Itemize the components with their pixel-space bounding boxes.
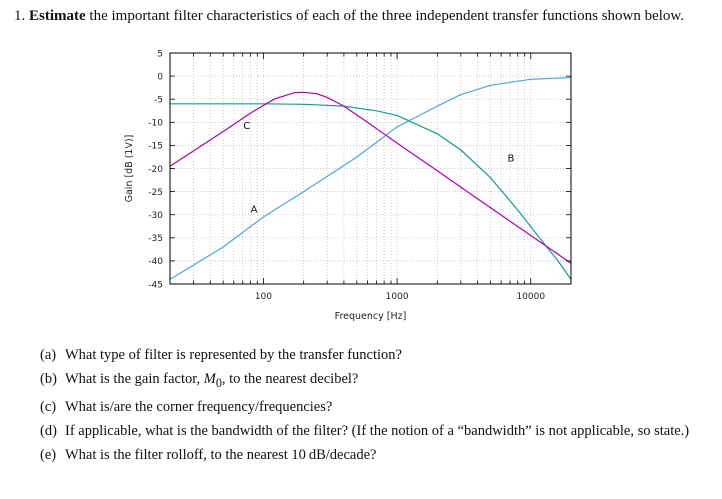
question-text: What is/are the corner frequency/frequen… — [65, 398, 333, 415]
y-tick-label: -10 — [148, 119, 163, 129]
y-axis-label: Gain [dB (1V)] — [124, 135, 135, 203]
series-C-label: C — [243, 121, 250, 132]
x-tick-label: 100 — [255, 292, 272, 302]
question-text: If applicable, what is the bandwidth of … — [65, 422, 690, 439]
question-b: (b) What is the gain factor, M0, to the … — [40, 370, 716, 392]
x-tick-label: 1000 — [386, 292, 409, 302]
question-text-post: , to the nearest decibel? — [221, 371, 359, 387]
problem-lead: Estimate — [29, 8, 86, 24]
y-tick-label: 0 — [157, 72, 163, 82]
y-tick-label: -15 — [148, 142, 163, 152]
y-tick-label: -30 — [148, 211, 163, 221]
question-label: (e) — [40, 446, 57, 463]
y-tick-label: -20 — [148, 165, 163, 175]
series-layer: A B C — [169, 76, 572, 280]
y-tick-label: -25 — [148, 188, 163, 198]
x-tick-label: 10000 — [516, 292, 545, 302]
y-tick-label: -35 — [148, 234, 163, 244]
question-label: (a) — [40, 347, 57, 363]
question-e: (e) What is the filter rolloff, to the n… — [40, 446, 716, 464]
series-B-label: B — [507, 154, 514, 165]
question-text-pre: What is the gain factor, — [65, 371, 204, 387]
question-c: (c) What is/are the corner frequency/fre… — [40, 398, 716, 416]
y-tick-label: -40 — [148, 257, 163, 267]
problem-number: 1. — [14, 8, 26, 24]
question-label: (d) — [40, 422, 57, 439]
question-label: (c) — [40, 398, 57, 415]
grid — [169, 53, 572, 284]
x-axis-label: Frequency [Hz] — [335, 311, 407, 322]
question-list: (a) What type of filter is represented b… — [40, 346, 716, 470]
ticks — [169, 52, 572, 285]
question-d: (d) If applicable, what is the bandwidth… — [40, 422, 716, 440]
series-C-line — [169, 91, 572, 264]
y-tick-label: 5 — [157, 49, 163, 59]
series-A-line — [169, 76, 572, 280]
series-A-label: A — [251, 204, 258, 215]
problem-text: the important filter characteristics of … — [85, 8, 685, 24]
problem-statement: 1. Estimate the important filter charact… — [14, 6, 714, 27]
gain-subscript: 0 — [215, 375, 222, 390]
series-B-line — [170, 103, 572, 280]
tick-labels: 5 0 -5 -10 -15 -20 -25 -30 -35 -40 -45 100 1000 10000 — [148, 49, 545, 302]
question-text: What is the filter rolloff, to the neare… — [65, 446, 377, 463]
question-label: (b) — [40, 371, 57, 387]
question-text: What type of filter is represented by th… — [65, 347, 402, 363]
gain-symbol: M — [203, 371, 216, 387]
y-tick-label: -5 — [154, 96, 163, 106]
bode-plot: A B C 5 0 -5 -10 -15 -20 -25 -30 -35 -40 -45 100 1000 1… — [124, 49, 572, 322]
question-a: (a) What type of filter is represented b… — [40, 346, 716, 364]
y-tick-label: -45 — [148, 280, 163, 290]
